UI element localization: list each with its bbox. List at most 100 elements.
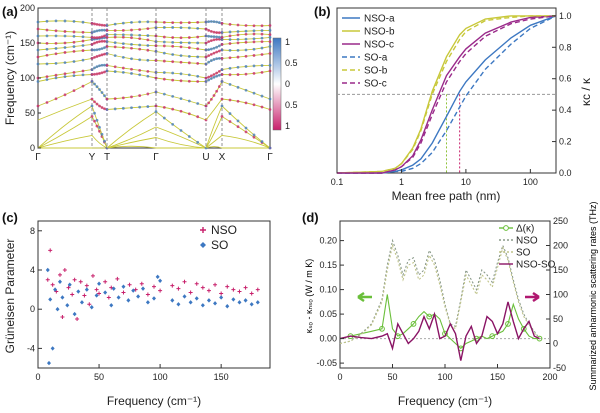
c-so-point xyxy=(103,290,108,295)
panel-b: (b) 0.1 1 10 100 0.0 0.2 0.4 0.6 0.8 1.0 Mean fr… xyxy=(314,4,593,203)
a-band-weight-dot xyxy=(103,34,106,38)
a-band-weight-dot xyxy=(196,115,200,119)
c-ytick-label: 8 xyxy=(30,226,35,236)
a-band-weight-dot xyxy=(98,36,101,39)
a-band-weight-dot xyxy=(244,37,248,41)
a-band-weight-dot xyxy=(146,70,150,73)
a-band-weight-dot xyxy=(215,38,219,41)
a-band-weight-dot xyxy=(146,20,150,24)
a-band-weight-dot xyxy=(252,103,256,107)
a-band-weight-dot xyxy=(54,97,58,101)
a-band-weight-dot xyxy=(105,40,109,43)
c-so-point xyxy=(126,298,131,303)
a-band-weight-dot xyxy=(98,40,101,43)
panel-a-colorbar xyxy=(272,37,282,131)
a-band-weight-dot xyxy=(204,27,208,31)
a-band-weight-dot xyxy=(196,62,200,65)
a-band-weight-dot xyxy=(90,36,94,39)
a-band-weight-dot xyxy=(179,41,183,45)
a-band-weight-dot xyxy=(146,105,150,108)
a-band-weight-dot xyxy=(113,41,117,45)
a-band-weight-dot xyxy=(100,106,104,109)
c-so-point xyxy=(131,288,136,293)
b-ytick-label: 0.4 xyxy=(559,105,572,115)
b-legend-label: SO-c xyxy=(364,79,387,90)
a-band-weight-dot xyxy=(93,22,96,26)
a-band-weight-dot xyxy=(54,19,58,23)
a-band-weight-dot xyxy=(36,55,40,59)
c-so-point xyxy=(206,298,211,303)
panel-a-plot-area xyxy=(36,8,272,150)
a-band-weight-dot xyxy=(215,20,219,24)
a-band-weight-dot xyxy=(204,104,208,108)
a-band-weight-dot xyxy=(260,105,264,109)
a-band-weight-dot xyxy=(252,47,256,51)
a-band-weight-dot xyxy=(81,44,85,47)
a-band-weight-dot xyxy=(171,78,175,82)
d-legend-marker xyxy=(503,225,509,231)
a-band-weight-dot xyxy=(146,38,150,42)
c-xtick-label: 150 xyxy=(214,372,229,382)
a-band-weight-dot xyxy=(105,52,109,55)
a-band-line xyxy=(155,126,207,149)
c-so-point xyxy=(57,279,62,284)
a-band-weight-dot xyxy=(204,20,208,24)
a-band-weight-dot xyxy=(93,82,96,86)
a-band-weight-dot xyxy=(196,41,200,45)
panel-d-ylabel-right: Summarized anharmonic scattering rates (… xyxy=(588,201,598,390)
a-band-weight-dot xyxy=(220,73,224,76)
a-band-weight-dot xyxy=(45,41,49,45)
d-legend-label: NSO xyxy=(516,236,538,247)
panel-b-label: (b) xyxy=(314,4,331,19)
d-delta-marker xyxy=(410,321,417,327)
c-nso-point xyxy=(206,288,211,293)
a-band-weight-dot xyxy=(244,54,248,58)
a-band-weight-dot xyxy=(187,61,191,65)
d-ytick-left-label: 0.20 xyxy=(319,236,337,246)
a-band-weight-dot xyxy=(54,41,58,45)
a-band-weight-dot xyxy=(103,46,106,50)
c-so-point xyxy=(155,274,160,280)
a-band-line xyxy=(106,145,157,149)
b-series-line xyxy=(336,15,556,174)
a-band-weight-dot xyxy=(162,40,166,44)
c-nso-point xyxy=(188,290,193,295)
a-band-weight-dot xyxy=(162,51,166,55)
a-band-weight-dot xyxy=(146,44,150,47)
a-band-weight-dot xyxy=(100,53,104,57)
a-band-weight-dot xyxy=(204,76,208,80)
b-legend-label: NSO-c xyxy=(364,40,394,51)
a-band-weight-dot xyxy=(209,97,213,101)
a-band-weight-dot xyxy=(179,54,183,57)
c-nso-point xyxy=(45,277,50,282)
a-band-weight-dot xyxy=(98,64,101,68)
c-nso-point xyxy=(48,248,53,253)
c-so-point xyxy=(182,294,187,299)
c-nso-point xyxy=(176,286,181,291)
a-band-weight-dot xyxy=(244,101,248,105)
a-band-weight-dot xyxy=(187,36,191,39)
a-band-weight-dot xyxy=(90,38,94,41)
a-band-weight-dot xyxy=(268,33,272,36)
panel-c-xlabel: Frequency (cm⁻¹) xyxy=(107,394,201,408)
a-band-weight-dot xyxy=(81,84,85,88)
a-band-weight-dot xyxy=(212,30,216,34)
a-band-weight-dot xyxy=(90,73,94,76)
a-band-weight-dot xyxy=(252,37,256,41)
a-band-weight-dot xyxy=(268,69,272,73)
c-nso-point xyxy=(152,284,156,289)
a-band-weight-dot xyxy=(171,36,175,39)
a-band-line xyxy=(91,135,108,149)
a-band-weight-dot xyxy=(179,36,183,40)
a-band-weight-dot xyxy=(72,45,76,48)
c-so-point xyxy=(76,289,81,294)
a-band-weight-dot xyxy=(121,55,125,59)
a-band-weight-dot xyxy=(220,31,224,34)
a-band-weight-dot xyxy=(105,29,109,32)
a-band-weight-dot xyxy=(244,88,248,92)
a-band-weight-dot xyxy=(207,34,211,38)
a-band-weight-dot xyxy=(81,73,85,77)
a-band-weight-dot xyxy=(196,80,200,83)
